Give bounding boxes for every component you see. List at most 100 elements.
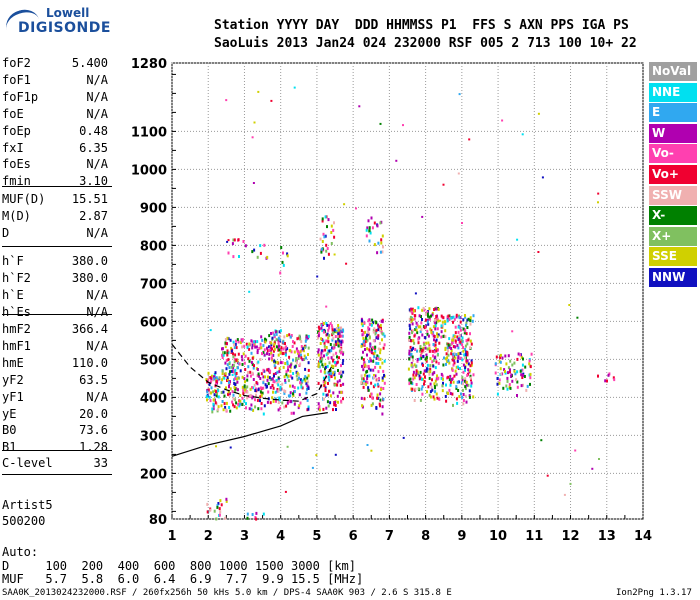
echo-point bbox=[271, 347, 273, 351]
echo-point bbox=[410, 381, 413, 385]
echo-point bbox=[289, 349, 292, 353]
echo-point bbox=[341, 340, 344, 344]
param-row: foF1p N/A bbox=[2, 90, 108, 105]
echo-point bbox=[278, 367, 281, 371]
stray-echo bbox=[224, 346, 227, 349]
echo-point bbox=[377, 384, 380, 388]
echo-point bbox=[496, 382, 499, 386]
echo-point bbox=[369, 394, 372, 398]
echo-point bbox=[334, 403, 337, 407]
echo-point bbox=[423, 379, 426, 383]
echo-point bbox=[306, 376, 309, 380]
echo-point bbox=[328, 361, 331, 365]
echo-point bbox=[362, 379, 365, 382]
echo-point bbox=[333, 360, 336, 364]
echo-point bbox=[233, 357, 236, 361]
echo-point bbox=[321, 357, 324, 361]
echo-point bbox=[333, 383, 336, 387]
echo-point bbox=[229, 370, 231, 374]
echo-point bbox=[317, 407, 320, 411]
echo-point bbox=[322, 339, 325, 343]
legend-item-vominus: Vo- bbox=[649, 144, 697, 164]
stray-echo bbox=[468, 138, 471, 141]
param-label: hmF1 bbox=[2, 338, 31, 353]
echo-point bbox=[235, 339, 238, 343]
stray-echo bbox=[574, 449, 577, 452]
echo-point bbox=[334, 335, 337, 338]
echo-point bbox=[224, 361, 227, 365]
echo-point bbox=[317, 362, 320, 366]
echo-point bbox=[224, 372, 227, 376]
echo-point bbox=[513, 361, 516, 365]
echo-point bbox=[230, 365, 233, 369]
echo-point bbox=[300, 382, 303, 386]
echo-point bbox=[421, 333, 424, 337]
y-tick-label: 500 bbox=[140, 353, 167, 368]
echo-point bbox=[529, 376, 532, 380]
echo-point bbox=[307, 374, 310, 378]
echo-point bbox=[288, 355, 291, 359]
echo-point bbox=[300, 340, 303, 344]
echo-point bbox=[425, 367, 428, 371]
footer-file-line: SAA0K_2013024232000.RSF / 260fx256h 50 k… bbox=[2, 588, 452, 598]
echo-point bbox=[271, 353, 274, 357]
echo-point bbox=[494, 371, 497, 375]
echo-point bbox=[416, 349, 418, 353]
echo-point bbox=[368, 335, 371, 339]
stray-echo bbox=[563, 493, 566, 496]
echo-point bbox=[300, 345, 303, 348]
echo-point bbox=[262, 379, 265, 383]
echo-point bbox=[382, 397, 385, 401]
echo-point bbox=[365, 228, 368, 232]
echo-point bbox=[427, 341, 430, 345]
echo-point bbox=[226, 376, 229, 380]
echo-point bbox=[456, 359, 459, 363]
echo-point bbox=[282, 340, 285, 344]
echo-point bbox=[233, 386, 236, 389]
echo-point bbox=[233, 382, 236, 385]
echo-point bbox=[268, 376, 271, 380]
echo-point bbox=[278, 344, 280, 348]
echo-point bbox=[436, 335, 439, 338]
echo-point bbox=[277, 353, 280, 357]
echo-point bbox=[243, 388, 246, 392]
echo-point bbox=[429, 382, 432, 386]
x-tick-label: 3 bbox=[240, 529, 249, 544]
header-line2: SaoLuis 2013 Jan24 024 232000 RSF 005 2 … bbox=[214, 36, 637, 51]
echo-point bbox=[267, 367, 270, 371]
echo-point bbox=[604, 379, 607, 383]
echo-point bbox=[435, 392, 438, 396]
echo-point bbox=[443, 356, 445, 360]
echo-point bbox=[366, 347, 369, 351]
echo-point bbox=[495, 355, 498, 359]
echo-point bbox=[290, 334, 293, 337]
echo-point bbox=[326, 400, 329, 404]
echo-point bbox=[221, 356, 224, 359]
echo-point bbox=[505, 362, 508, 366]
echo-point bbox=[418, 357, 421, 361]
echo-point bbox=[320, 337, 323, 341]
echo-point bbox=[431, 378, 433, 382]
echo-point bbox=[332, 331, 335, 335]
echo-point bbox=[252, 343, 255, 347]
echo-point bbox=[279, 271, 282, 275]
echo-point bbox=[427, 322, 430, 326]
echo-point bbox=[374, 383, 377, 387]
footer-d-row: D 100 200 400 600 800 1000 1500 3000 [km… bbox=[2, 559, 357, 573]
param-label: yF2 bbox=[2, 372, 24, 387]
echo-point bbox=[258, 346, 261, 350]
echo-point bbox=[210, 386, 213, 390]
echo-point bbox=[381, 320, 384, 324]
echo-point bbox=[376, 382, 379, 386]
echo-point bbox=[431, 313, 434, 317]
echo-point bbox=[254, 345, 257, 349]
echo-point bbox=[269, 386, 272, 390]
echo-point bbox=[420, 349, 423, 353]
echo-point bbox=[227, 390, 230, 394]
echo-point bbox=[381, 332, 384, 336]
param-row: foEs N/A bbox=[2, 157, 108, 172]
echo-point bbox=[420, 327, 423, 331]
echo-point bbox=[441, 374, 444, 378]
echo-point bbox=[269, 378, 272, 382]
echo-point bbox=[327, 356, 330, 360]
